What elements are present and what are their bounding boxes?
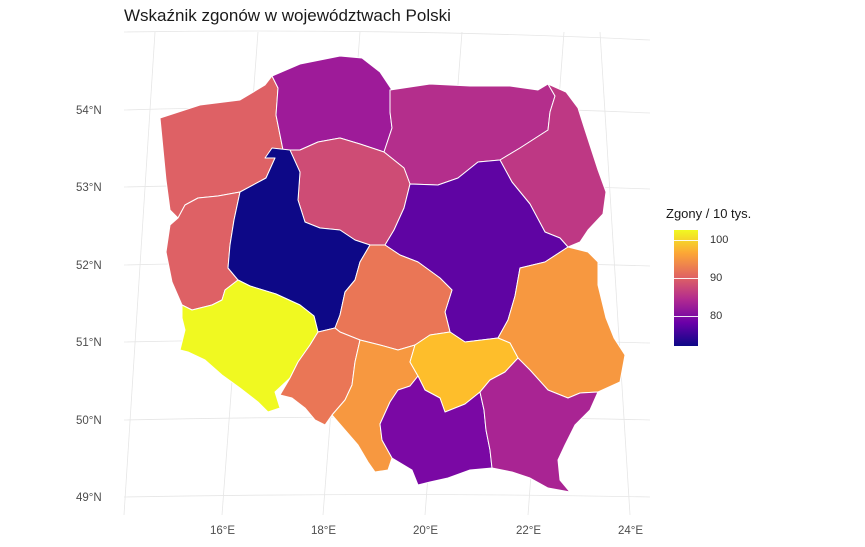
legend-tick-100: 100	[710, 234, 729, 246]
legend-tick-mark-100	[674, 240, 698, 241]
map-title: Wskaźnik zgonów w województwach Polski	[124, 6, 451, 25]
lat-label-49: 49°N	[76, 492, 102, 504]
lon-label-20: 20°E	[413, 525, 438, 537]
legend-tick-mark-90	[674, 278, 698, 279]
regions	[159, 55, 626, 493]
region-opolskie	[279, 327, 361, 426]
legend-title: Zgony / 10 tys.	[666, 206, 752, 221]
legend-colorbar	[674, 230, 698, 346]
region-pomorskie	[271, 55, 393, 153]
lon-label-22: 22°E	[516, 525, 541, 537]
legend-tick-80: 80	[710, 310, 723, 322]
lat-label-54: 54°N	[76, 105, 102, 117]
legend: Zgony / 10 tys. 100 90 80	[666, 206, 752, 346]
lat-label-53: 53°N	[76, 182, 102, 194]
lat-label-50: 50°N	[76, 415, 102, 427]
legend-tick-90: 90	[710, 272, 723, 284]
lon-label-18: 18°E	[311, 525, 336, 537]
lat-label-51: 51°N	[76, 337, 102, 349]
legend-tick-mark-80	[674, 316, 698, 317]
lat-label-52: 52°N	[76, 260, 102, 272]
region-podkarpackie	[479, 357, 599, 493]
lon-label-16: 16°E	[210, 525, 235, 537]
lon-label-24: 24°E	[618, 525, 643, 537]
